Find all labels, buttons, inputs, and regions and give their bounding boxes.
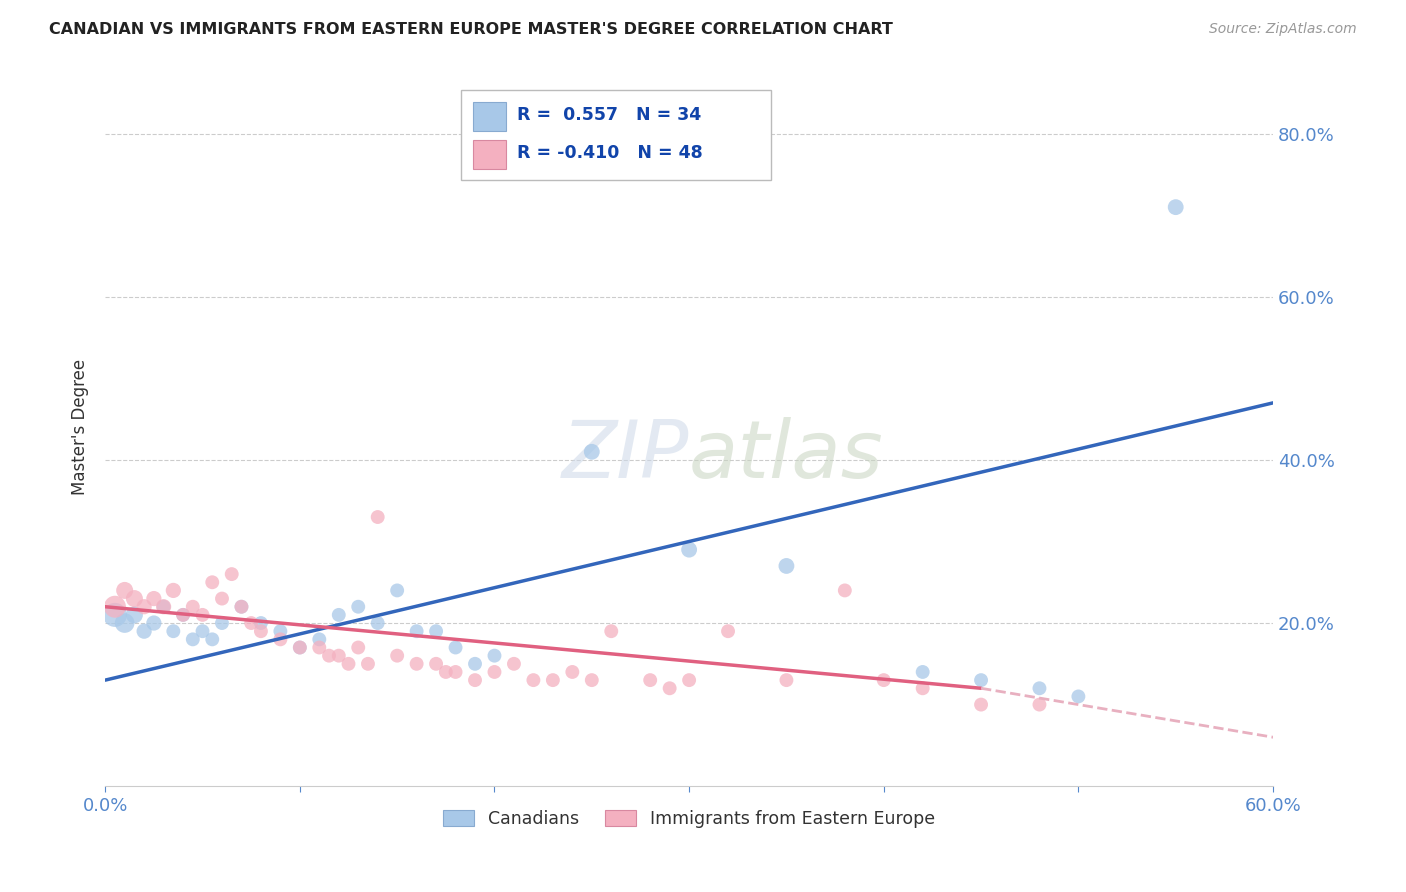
Point	[503, 657, 526, 671]
Point	[444, 640, 467, 655]
Point	[142, 615, 165, 630]
Point	[464, 657, 486, 671]
Point	[347, 599, 370, 614]
Point	[638, 673, 661, 687]
Point	[191, 624, 214, 639]
Point	[385, 648, 408, 663]
Point	[834, 583, 856, 598]
Point	[288, 640, 311, 655]
Point	[134, 624, 156, 639]
Point	[231, 599, 253, 614]
Point	[211, 591, 233, 606]
Point	[1028, 698, 1050, 712]
Point	[328, 648, 350, 663]
Point	[152, 599, 174, 614]
Point	[385, 583, 408, 598]
Point	[124, 591, 146, 606]
Text: R =  0.557   N = 34: R = 0.557 N = 34	[517, 106, 702, 124]
Point	[357, 657, 380, 671]
Point	[221, 567, 243, 582]
Point	[970, 698, 993, 712]
Point	[600, 624, 623, 639]
Point	[288, 640, 311, 655]
Point	[308, 640, 330, 655]
Point	[484, 665, 506, 679]
Text: ZIP: ZIP	[562, 417, 689, 495]
Point	[191, 607, 214, 622]
Point	[425, 657, 447, 671]
Bar	[472, 103, 506, 131]
Point	[328, 607, 350, 622]
Point	[775, 558, 797, 573]
Point	[658, 681, 681, 696]
Point	[522, 673, 544, 687]
Point	[1028, 681, 1050, 696]
Point	[425, 624, 447, 639]
Point	[911, 681, 934, 696]
Point	[162, 624, 184, 639]
Point	[484, 648, 506, 663]
Point	[201, 575, 224, 590]
Point	[162, 583, 184, 598]
Point	[1164, 200, 1187, 214]
Point	[717, 624, 740, 639]
Point	[337, 657, 360, 671]
Bar	[472, 140, 506, 169]
Point	[124, 607, 146, 622]
Point	[269, 624, 291, 639]
Point	[581, 673, 603, 687]
Y-axis label: Master's Degree: Master's Degree	[72, 359, 89, 495]
Point	[444, 665, 467, 679]
Point	[367, 510, 389, 524]
Point	[873, 673, 896, 687]
Point	[142, 591, 165, 606]
Point	[464, 673, 486, 687]
Point	[367, 615, 389, 630]
Point	[318, 648, 340, 663]
Legend: Canadians, Immigrants from Eastern Europe: Canadians, Immigrants from Eastern Europ…	[436, 803, 942, 835]
Point	[678, 542, 700, 557]
Point	[104, 607, 127, 622]
Point	[114, 615, 136, 630]
Point	[231, 599, 253, 614]
Point	[134, 599, 156, 614]
Point	[172, 607, 194, 622]
Point	[269, 632, 291, 647]
Point	[250, 624, 273, 639]
Point	[405, 657, 427, 671]
Point	[775, 673, 797, 687]
Point	[104, 599, 127, 614]
Point	[434, 665, 457, 679]
Point	[541, 673, 564, 687]
Point	[211, 615, 233, 630]
Text: CANADIAN VS IMMIGRANTS FROM EASTERN EUROPE MASTER'S DEGREE CORRELATION CHART: CANADIAN VS IMMIGRANTS FROM EASTERN EURO…	[49, 22, 893, 37]
Point	[114, 583, 136, 598]
Text: R = -0.410   N = 48: R = -0.410 N = 48	[517, 145, 703, 162]
Point	[911, 665, 934, 679]
Point	[240, 615, 263, 630]
Point	[405, 624, 427, 639]
Point	[181, 599, 204, 614]
Point	[172, 607, 194, 622]
Point	[561, 665, 583, 679]
Point	[308, 632, 330, 647]
Point	[581, 444, 603, 458]
Point	[152, 599, 174, 614]
Point	[181, 632, 204, 647]
Text: atlas: atlas	[689, 417, 884, 495]
Point	[1067, 690, 1090, 704]
Text: Source: ZipAtlas.com: Source: ZipAtlas.com	[1209, 22, 1357, 37]
Point	[678, 673, 700, 687]
Point	[201, 632, 224, 647]
FancyBboxPatch shape	[461, 90, 770, 180]
Point	[970, 673, 993, 687]
Point	[347, 640, 370, 655]
Point	[250, 615, 273, 630]
